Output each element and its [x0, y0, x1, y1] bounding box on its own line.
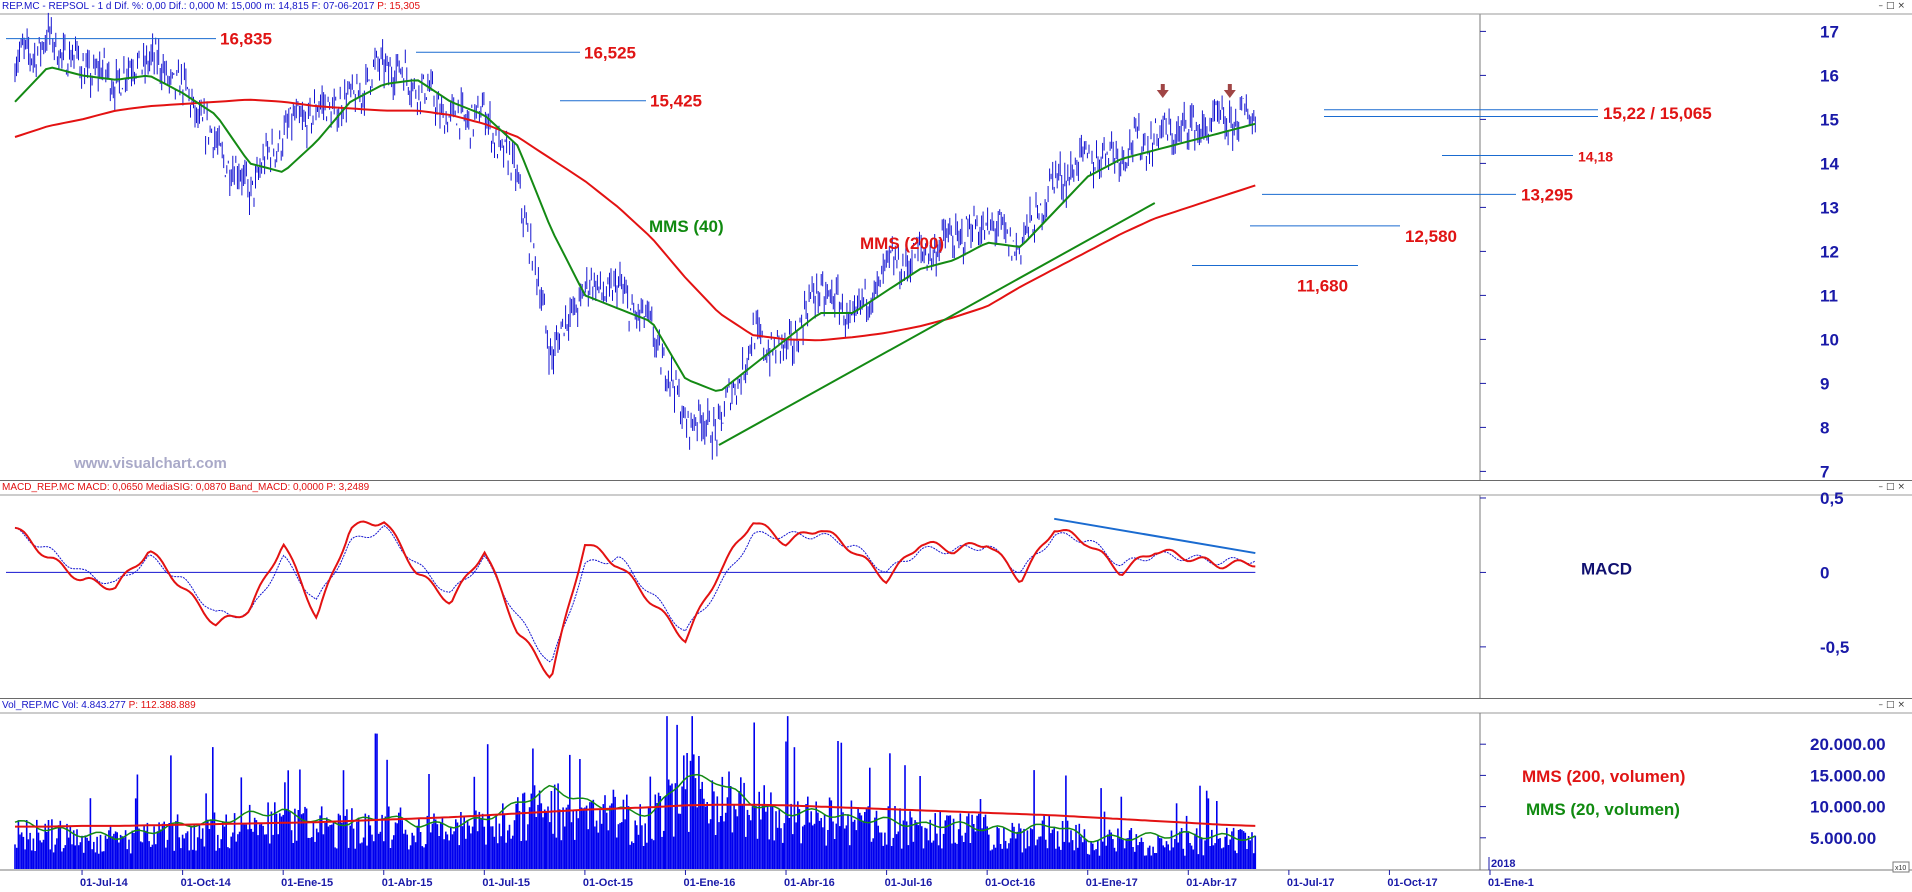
price-header: REP.MC - REPSOL - 1 d Dif. %: 0,00 Dif.:…	[2, 1, 420, 12]
x-tick-label: 01-Ene-16	[683, 877, 735, 889]
volume-window-controls[interactable]: –□×	[1878, 700, 1908, 710]
x-tick-label: 01-Abr-16	[784, 877, 835, 889]
volume-header-last: P: 112.388.889	[128, 700, 196, 711]
year-marker-label: 2018	[1491, 858, 1515, 870]
x-tick-label: 01-Oct-15	[583, 877, 633, 889]
x-tick-label: 01-Abr-15	[382, 877, 433, 889]
macd-annotation: MACD	[1581, 559, 1632, 578]
price-info: - 1 d Dif. %: 0,00 Dif.: 0,000 M: 15,000…	[88, 1, 378, 12]
volume-panel[interactable]: Vol_REP.MC Vol: 4.843.277 P: 112.388.889…	[0, 699, 1912, 892]
arrow-down-icon	[1223, 84, 1236, 98]
level-label: 11,680	[1297, 276, 1348, 295]
x-tick-label: 01-Oct-14	[181, 877, 232, 889]
arrow-down-icon	[1156, 84, 1169, 98]
price-chart: 7 8 9 10 11 12 13 14 15 16 17 16,835 16,525 15,425 15,…	[0, 12, 1912, 480]
y-tick-label: 15	[1820, 110, 1839, 129]
y-tick-label: 20.000.00	[1810, 735, 1886, 754]
level-label: 16,835	[220, 30, 272, 49]
price-symbol: REP.MC - REPSOL	[2, 1, 89, 12]
volume-header: Vol_REP.MC Vol: 4.843.277 P: 112.388.889	[2, 700, 196, 711]
x-tick-label: 01-Ene-17	[1086, 877, 1138, 889]
level-label: 16,525	[584, 43, 636, 62]
macd-signal-line	[14, 525, 1256, 663]
y-tick-label: 5.000.00	[1810, 829, 1876, 848]
macd-header-text: MACD_REP.MC MACD: 0,0650 MediaSIG: 0,087…	[2, 482, 327, 493]
y-tick-label: 16	[1820, 66, 1839, 85]
macd-panel[interactable]: MACD_REP.MC MACD: 0,0650 MediaSIG: 0,087…	[0, 481, 1912, 699]
sma200-annotation: MMS (200)	[860, 234, 944, 253]
macd-header-last: P: 3,2489	[326, 482, 370, 493]
level-label: 13,295	[1521, 185, 1573, 204]
macd-chart: 0,5 0 -0,5 MACD	[0, 489, 1912, 698]
y-tick-label: 8	[1820, 418, 1829, 437]
x-tick-label: 01-Jul-16	[885, 877, 933, 889]
macd-window-controls[interactable]: –□×	[1878, 482, 1908, 492]
y-tick-label: 14	[1820, 154, 1839, 173]
x-tick-label: 01-Jul-14	[80, 877, 129, 889]
macd-line	[14, 520, 1256, 679]
x-tick-label: 01-Jul-17	[1287, 877, 1335, 889]
sma40-annotation: MMS (40)	[649, 217, 724, 236]
support-trendline	[718, 202, 1156, 446]
price-last: P: 15,305	[377, 1, 421, 12]
level-label: 15,425	[650, 92, 702, 111]
plot-background	[0, 14, 1912, 480]
x-tick-label: 01-Oct-16	[985, 877, 1035, 889]
x10-badge: x10	[1895, 865, 1906, 872]
y-tick-label: 0,5	[1820, 489, 1844, 508]
sma200-line	[14, 98, 1256, 342]
price-panel[interactable]: REP.MC - REPSOL - 1 d Dif. %: 0,00 Dif.:…	[0, 0, 1912, 481]
y-tick-label: 11	[1820, 286, 1838, 305]
x-tick-label: 01-Ene-1	[1488, 877, 1534, 889]
y-tick-label: 0	[1820, 563, 1829, 582]
volume-chart: 5.000.00 10.000.00 15.000.00 20.000.00 MMS (…	[0, 712, 1912, 889]
y-tick-label: -0,5	[1820, 638, 1849, 657]
macd-header: MACD_REP.MC MACD: 0,0650 MediaSIG: 0,087…	[2, 482, 369, 493]
x-tick-label: 01-Jul-15	[482, 877, 530, 889]
price-window-controls[interactable]: –□×	[1878, 1, 1908, 11]
y-tick-label: 17	[1820, 22, 1839, 41]
y-tick-label: 10	[1820, 330, 1839, 349]
y-tick-label: 7	[1820, 462, 1829, 480]
sma40-line	[14, 66, 1256, 392]
macd-divergence-trendline	[1054, 517, 1256, 555]
level-label: 14,18	[1578, 148, 1613, 164]
x-tick-label: 01-Ene-15	[281, 877, 333, 889]
y-tick-label: 12	[1820, 242, 1839, 261]
vol-sma200-line	[15, 803, 1256, 828]
level-label: 12,580	[1405, 227, 1457, 246]
y-tick-label: 10.000.00	[1810, 798, 1886, 817]
vol-sma200-annotation: MMS (200, volumen)	[1522, 767, 1685, 786]
x-tick-label: 01-Oct-17	[1387, 877, 1437, 889]
watermark: www.visualchart.com	[73, 455, 227, 472]
x-tick-label: 01-Abr-17	[1186, 877, 1237, 889]
vol-sma20-annotation: MMS (20, volumen)	[1526, 800, 1680, 819]
y-tick-label: 9	[1820, 374, 1829, 393]
vol-sma20-line	[14, 773, 1256, 843]
level-label: 15,22 / 15,065	[1603, 104, 1712, 123]
volume-header-text: Vol_REP.MC Vol: 4.843.277	[2, 700, 129, 711]
x10-badge-box	[1892, 861, 1910, 873]
y-tick-label: 13	[1820, 198, 1839, 217]
y-tick-label: 15.000.00	[1810, 766, 1886, 785]
